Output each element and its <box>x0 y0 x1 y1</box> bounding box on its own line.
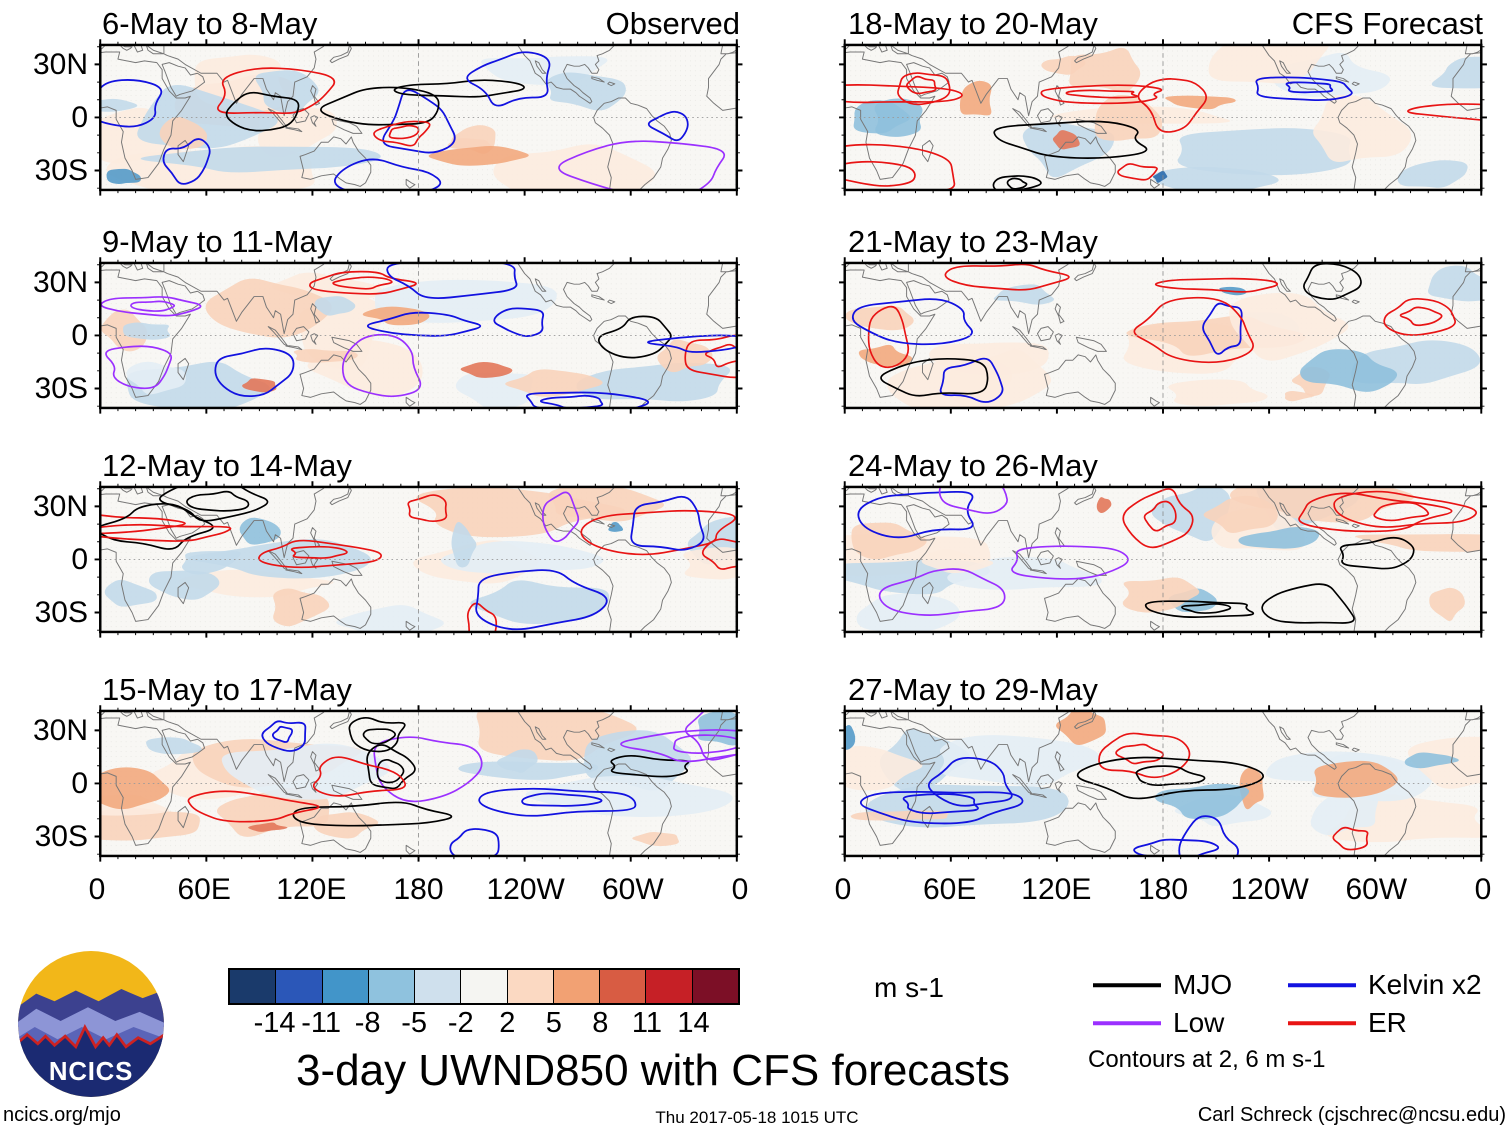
longitude-tick-label: 0 <box>731 873 749 906</box>
logo-text: NCICS <box>49 1058 133 1086</box>
longitude-tick-label: 180 <box>1137 873 1189 906</box>
colorbar-segment <box>507 970 554 1003</box>
latitude-tick-label: 0 <box>71 766 88 800</box>
longitude-tick-label: 120W <box>1230 873 1309 906</box>
footer-timestamp: Thu 2017-05-18 1015 UTC <box>655 1108 859 1127</box>
colorbar-units-label: m s-1 <box>874 972 944 1003</box>
colorbar-segment <box>461 970 508 1003</box>
figure-title: 3-day UWND850 with CFS forecasts <box>296 1046 1010 1095</box>
legend-line-low <box>1093 1021 1161 1025</box>
ncics-logo: NCICS <box>18 951 164 1097</box>
colorbar-tick-label: -8 <box>354 1007 381 1039</box>
colorbar-tick-label: 11 <box>631 1007 662 1039</box>
colorbar-tick-label: 2 <box>499 1007 516 1039</box>
latitude-tick-label: 30S <box>34 153 88 187</box>
latitude-tick-label: 30N <box>32 713 88 747</box>
legend-label: ER <box>1368 1007 1407 1038</box>
longitude-tick-label: 0 <box>88 873 106 906</box>
colorbar-segment <box>692 970 738 1003</box>
map-plot <box>839 257 1487 414</box>
footer-url: ncics.org/mjo <box>3 1104 121 1126</box>
legend-label: Low <box>1173 1007 1225 1038</box>
contour-levels-note: Contours at 2, 6 m s-1 <box>1088 1046 1326 1073</box>
colorbar-segment <box>368 970 416 1003</box>
colorbar-tick-label: -14 <box>253 1007 296 1039</box>
latitude-tick-label: 0 <box>71 318 88 352</box>
map-plot <box>94 257 743 414</box>
map-plot <box>94 39 743 196</box>
map-plot <box>839 481 1487 638</box>
colorbar-tick-label: 5 <box>545 1007 562 1039</box>
colorbar-segment <box>600 970 647 1003</box>
map-plot <box>94 705 743 862</box>
colorbar-segment <box>646 970 693 1003</box>
latitude-tick-label: 30N <box>32 489 88 523</box>
longitude-tick-label: 180 <box>393 873 444 906</box>
longitude-tick-label: 60E <box>177 873 231 906</box>
map-plot <box>839 39 1487 196</box>
panel-title: 9-May to 11-May <box>102 224 333 259</box>
colorbar-segment <box>553 970 601 1003</box>
latitude-tick-label: 0 <box>71 542 88 576</box>
colorbar-segment <box>322 970 369 1003</box>
longitude-tick-label: 0 <box>834 873 852 906</box>
colorbar-tick-label: -5 <box>401 1007 428 1039</box>
footer-author: Carl Schreck (cjschrec@ncsu.edu) <box>1197 1104 1506 1126</box>
colorbar-segment <box>276 970 323 1003</box>
longitude-tick-label: 60E <box>922 873 977 906</box>
legend-label: Kelvin x2 <box>1368 969 1482 1000</box>
colorbar-tick-label: 8 <box>592 1007 609 1039</box>
latitude-tick-label: 30N <box>32 47 88 81</box>
colorbar-segment <box>415 970 462 1003</box>
map-plot <box>94 481 743 638</box>
latitude-tick-label: 30S <box>34 371 88 405</box>
panel-title: 18-May to 20-May <box>848 6 1098 41</box>
longitude-tick-label: 120E <box>276 873 347 906</box>
legend-line-kelvin-x2 <box>1288 983 1356 987</box>
longitude-tick-label: 60W <box>601 873 664 906</box>
colorbar-tick-label: -2 <box>447 1007 474 1039</box>
panel-title: 15-May to 17-May <box>102 672 352 707</box>
legend-label: MJO <box>1173 969 1233 1000</box>
legend-line-er <box>1288 1021 1356 1025</box>
colorbar-segment <box>230 970 277 1003</box>
longitude-tick-label: 60W <box>1345 873 1408 906</box>
latitude-tick-label: 30S <box>34 819 88 853</box>
colorbar-tick-label: 14 <box>677 1007 710 1039</box>
panel-title: 27-May to 29-May <box>848 672 1098 707</box>
cfs-forecast-column-label: CFS Forecast <box>1291 6 1483 41</box>
map-plot <box>839 705 1487 862</box>
colorbar-tick-label: -11 <box>301 1007 341 1039</box>
logo-ridge-line <box>18 1023 164 1050</box>
longitude-tick-label: 120E <box>1021 873 1092 906</box>
longitude-tick-label: 0 <box>1474 873 1492 906</box>
colorbar <box>228 968 740 1005</box>
longitude-tick-label: 120W <box>486 873 565 906</box>
latitude-tick-label: 30S <box>34 595 88 629</box>
observed-column-label: Observed <box>605 6 740 41</box>
panel-title: 21-May to 23-May <box>848 224 1098 259</box>
latitude-tick-label: 30N <box>32 265 88 299</box>
latitude-tick-label: 0 <box>71 100 88 134</box>
panel-title: 6-May to 8-May <box>102 6 318 41</box>
legend-line-mjo <box>1093 983 1161 987</box>
panel-title: 24-May to 26-May <box>848 448 1098 483</box>
panel-title: 12-May to 14-May <box>102 448 352 483</box>
